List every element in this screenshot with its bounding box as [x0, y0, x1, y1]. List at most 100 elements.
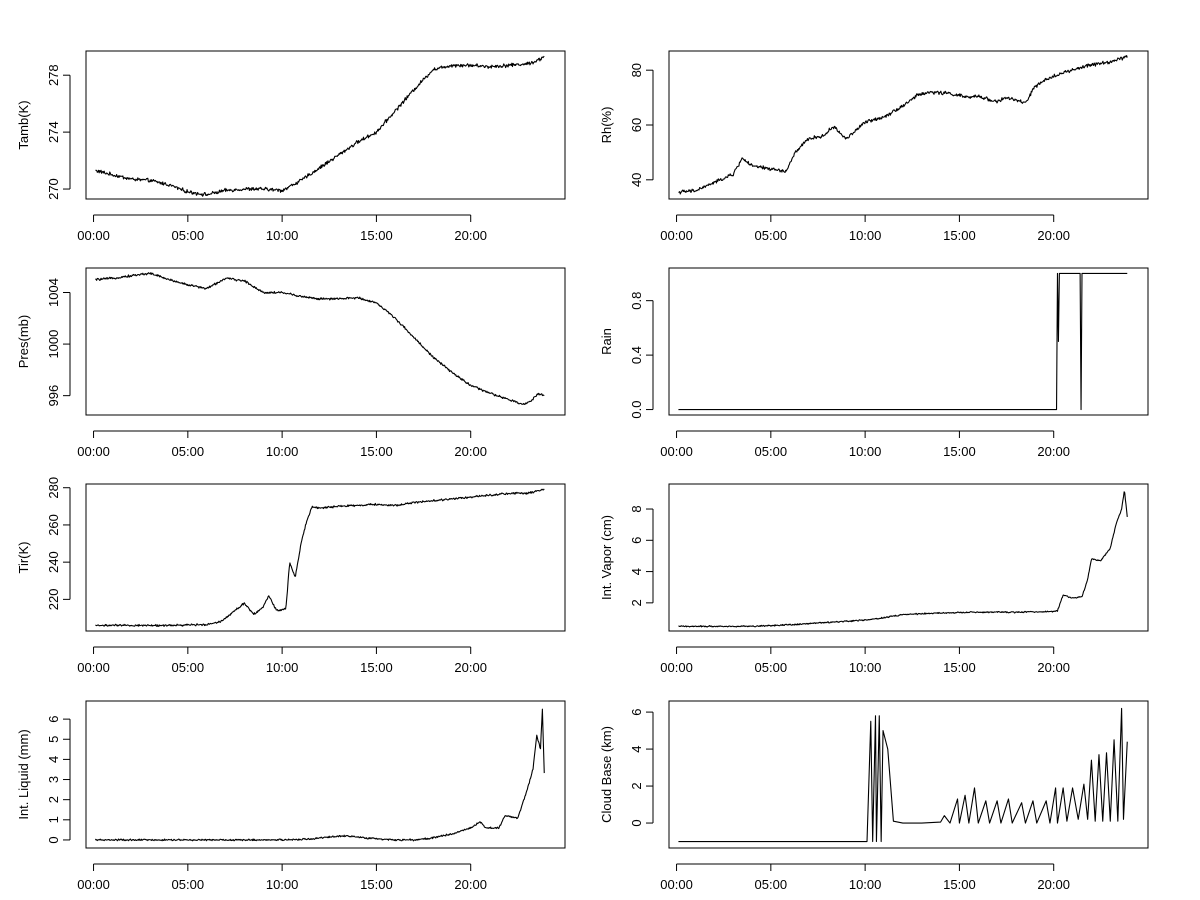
y-tick-label: 4 — [629, 568, 644, 575]
x-tick-label: 15:00 — [360, 444, 393, 459]
plot-frame — [85, 483, 566, 632]
x-tick-label: 10:00 — [849, 660, 882, 675]
x-tick-label: 00:00 — [77, 660, 110, 675]
y-tick-label: 40 — [629, 173, 644, 187]
y-axis-label: Cloud Base (km) — [599, 726, 614, 823]
x-tick-label: 00:00 — [660, 444, 693, 459]
series-line — [678, 272, 1128, 411]
x-tick-label: 05:00 — [755, 877, 788, 892]
plot-frame — [85, 50, 566, 200]
series-line — [678, 707, 1128, 843]
x-tick-label: 05:00 — [755, 228, 788, 243]
chart-panel-8: 00:00 05:00 10:00 15:00 20:00 0 2 4 6 Cloud Base … — [599, 700, 1149, 892]
x-tick-label: 20:00 — [1037, 660, 1070, 675]
x-tick-label: 15:00 — [943, 444, 976, 459]
y-axis-label: Tir(K) — [16, 541, 31, 573]
x-tick-label: 00:00 — [77, 877, 110, 892]
x-tick-label: 15:00 — [360, 228, 393, 243]
y-axis-label: Pres(mb) — [16, 315, 31, 368]
y-tick-label: 0 — [629, 819, 644, 826]
y-tick-label: 5 — [46, 736, 61, 743]
x-tick-label: 15:00 — [943, 228, 976, 243]
y-tick-label: 274 — [46, 121, 61, 143]
x-tick-label: 00:00 — [660, 228, 693, 243]
chart-panel-1: 00:00 05:00 10:00 15:00 20:00 270 274 278 Tamb(K… — [16, 50, 566, 243]
y-tick-label: 60 — [629, 118, 644, 132]
chart-panel-3: 00:00 05:00 10:00 15:00 20:00 996 1000 1004 Pres… — [16, 267, 566, 459]
x-tick-label: 15:00 — [943, 877, 976, 892]
x-tick-label: 20:00 — [454, 444, 487, 459]
chart-panel-4: 00:00 05:00 10:00 15:00 20:00 0.0 0.4 0.8 Rain — [599, 267, 1149, 459]
chart-panel-2: 00:00 05:00 10:00 15:00 20:00 40 60 80 Rh(%) — [599, 50, 1149, 243]
y-tick-label: 4 — [629, 745, 644, 752]
x-tick-label: 00:00 — [77, 228, 110, 243]
y-tick-label: 6 — [629, 708, 644, 715]
series-line — [94, 708, 545, 842]
plot-frame — [85, 267, 566, 416]
plot-frame — [85, 700, 566, 849]
y-tick-label: 260 — [46, 514, 61, 536]
y-tick-label: 0.4 — [629, 346, 644, 364]
x-tick-label: 05:00 — [755, 444, 788, 459]
x-tick-label: 20:00 — [1037, 444, 1070, 459]
y-tick-label: 278 — [46, 64, 61, 86]
x-tick-label: 05:00 — [172, 228, 205, 243]
x-tick-label: 15:00 — [360, 877, 393, 892]
x-tick-label: 00:00 — [77, 444, 110, 459]
y-axis-label: Tamb(K) — [16, 100, 31, 149]
series-line — [678, 55, 1128, 195]
x-tick-label: 05:00 — [172, 444, 205, 459]
y-tick-label: 0.8 — [629, 292, 644, 310]
y-tick-label: 1 — [46, 816, 61, 823]
series-line — [678, 491, 1128, 628]
plot-frame — [668, 50, 1149, 200]
y-tick-label: 6 — [46, 716, 61, 723]
x-tick-label: 20:00 — [1037, 228, 1070, 243]
y-tick-label: 996 — [46, 385, 61, 407]
x-tick-label: 05:00 — [172, 877, 205, 892]
y-tick-label: 0 — [46, 836, 61, 843]
series-line — [95, 272, 545, 406]
x-tick-label: 05:00 — [755, 660, 788, 675]
x-tick-label: 15:00 — [360, 660, 393, 675]
x-tick-label: 20:00 — [454, 877, 487, 892]
x-tick-label: 10:00 — [266, 877, 299, 892]
y-axis-label: Rh(%) — [599, 107, 614, 144]
chart-panel-6: 00:00 05:00 10:00 15:00 20:00 2 4 6 8 Int. Vapor … — [599, 483, 1149, 675]
y-tick-label: 4 — [46, 756, 61, 763]
plot-frame — [668, 700, 1149, 849]
y-tick-label: 3 — [46, 776, 61, 783]
y-tick-label: 2 — [629, 782, 644, 789]
y-tick-label: 6 — [629, 537, 644, 544]
x-tick-label: 15:00 — [943, 660, 976, 675]
y-axis-label: Int. Liquid (mm) — [16, 729, 31, 819]
y-tick-label: 1004 — [46, 278, 61, 307]
series-line — [95, 488, 545, 628]
x-tick-label: 10:00 — [849, 444, 882, 459]
y-tick-label: 1000 — [46, 330, 61, 359]
y-tick-label: 280 — [46, 477, 61, 499]
y-tick-label: 2 — [629, 599, 644, 606]
y-axis-label: Rain — [599, 328, 614, 355]
x-tick-label: 10:00 — [849, 877, 882, 892]
y-tick-label: 220 — [46, 589, 61, 611]
y-axis-label: Int. Vapor (cm) — [599, 515, 614, 600]
x-tick-label: 00:00 — [660, 660, 693, 675]
y-tick-label: 80 — [629, 63, 644, 77]
y-tick-label: 8 — [629, 505, 644, 512]
x-tick-label: 00:00 — [660, 877, 693, 892]
x-tick-label: 10:00 — [266, 444, 299, 459]
x-tick-label: 20:00 — [1037, 877, 1070, 892]
x-tick-label: 20:00 — [454, 228, 487, 243]
x-tick-label: 10:00 — [266, 660, 299, 675]
chart-panel-7: 00:00 05:00 10:00 15:00 20:00 0 1 2 3 4 5 6 Int. Liq… — [16, 700, 566, 892]
y-tick-label: 270 — [46, 178, 61, 200]
plot-frame — [668, 267, 1149, 416]
series-line — [95, 55, 545, 197]
y-tick-label: 0.0 — [629, 401, 644, 419]
x-tick-label: 05:00 — [172, 660, 205, 675]
y-tick-label: 2 — [46, 796, 61, 803]
x-tick-label: 20:00 — [454, 660, 487, 675]
x-tick-label: 10:00 — [266, 228, 299, 243]
